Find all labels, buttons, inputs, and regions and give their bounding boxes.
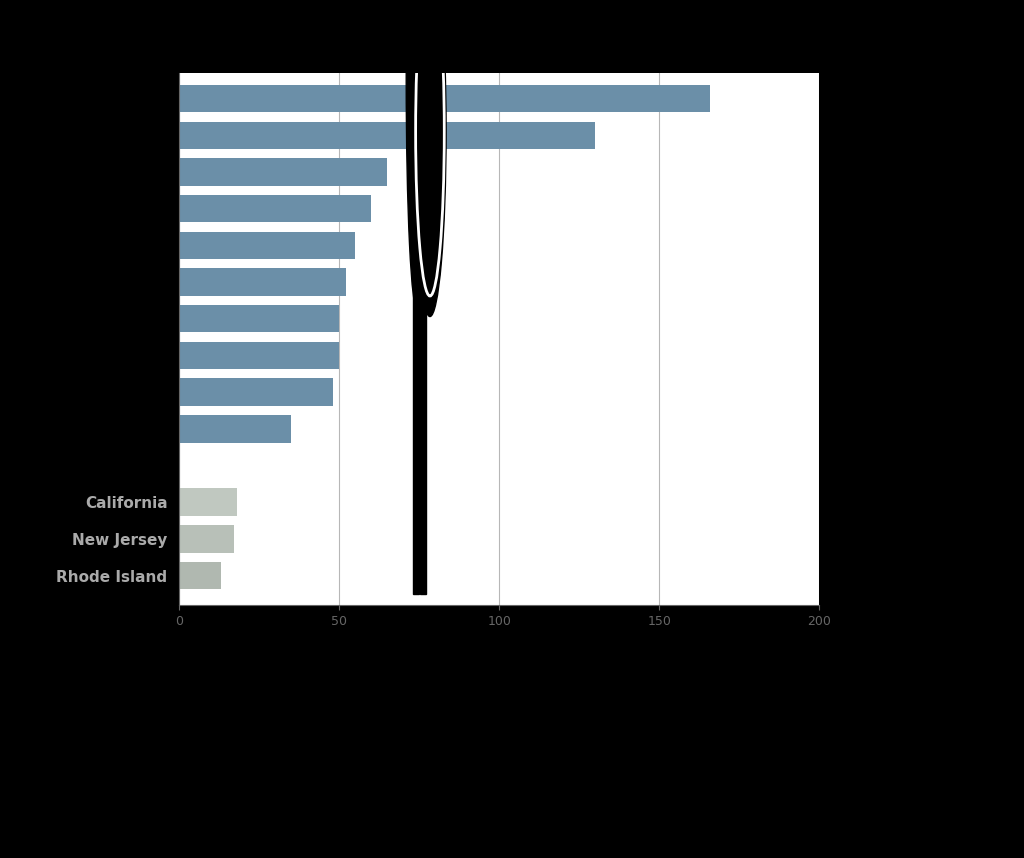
Bar (413, 286, 419, 594)
Bar (179, 488, 237, 516)
Bar (179, 122, 595, 149)
Bar (179, 562, 221, 589)
Bar (179, 378, 333, 406)
Bar (179, 158, 387, 185)
Bar (420, 286, 426, 594)
Bar (179, 232, 355, 259)
Ellipse shape (407, 0, 429, 311)
Bar (179, 269, 346, 296)
Bar (179, 341, 339, 369)
Bar (179, 415, 291, 443)
Bar (179, 525, 233, 553)
Bar (179, 305, 339, 333)
Bar (179, 195, 371, 222)
Circle shape (414, 0, 446, 317)
Bar (179, 85, 711, 112)
